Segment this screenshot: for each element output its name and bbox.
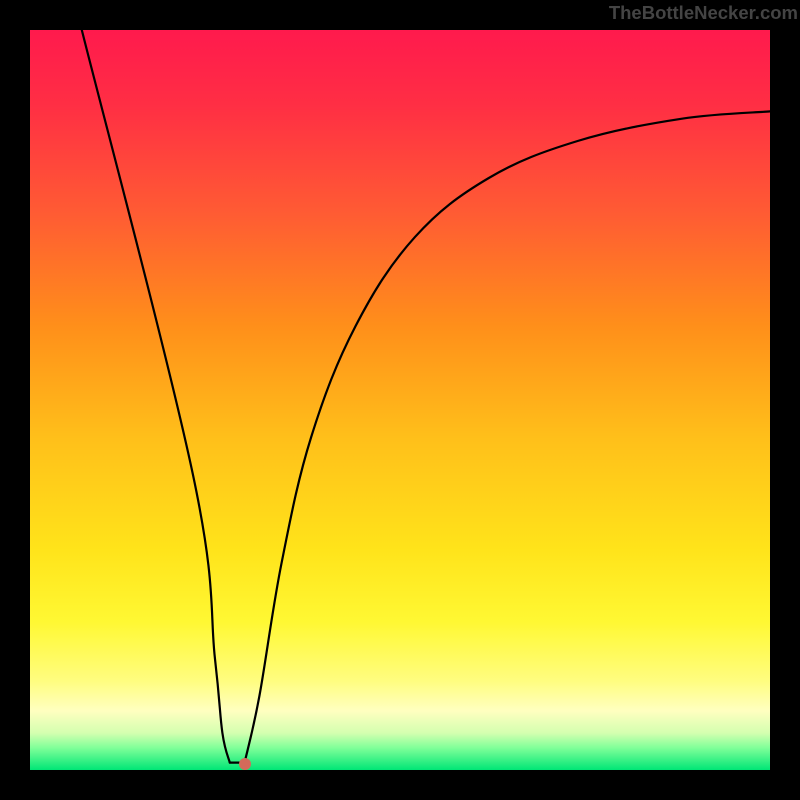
curve-left-descent bbox=[82, 30, 230, 763]
curve-layer bbox=[30, 30, 770, 770]
minimum-marker bbox=[239, 758, 251, 770]
plot-area bbox=[30, 30, 770, 770]
curve-right-ascent bbox=[245, 111, 770, 762]
watermark-text: TheBottleNecker.com bbox=[609, 2, 798, 24]
chart-container: TheBottleNecker.com bbox=[0, 0, 800, 800]
